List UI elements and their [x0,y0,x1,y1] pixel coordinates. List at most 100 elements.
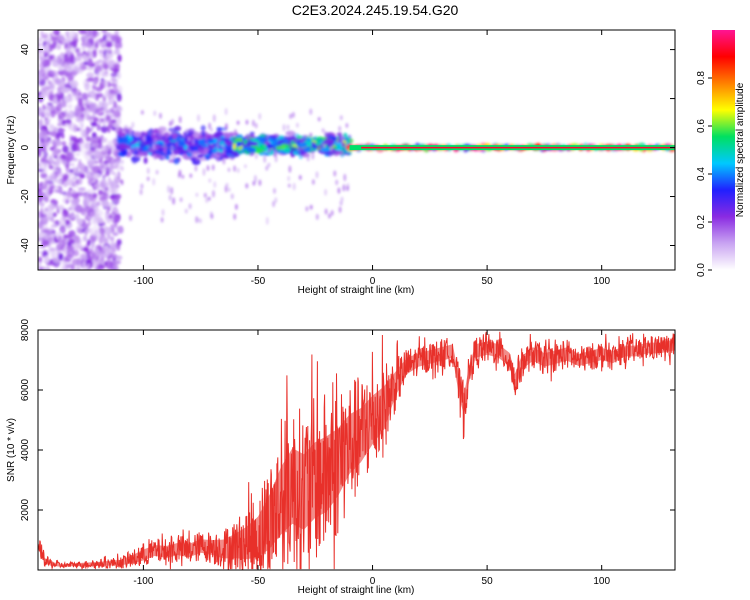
heatmap-cell [202,168,206,176]
heatmap-cell [41,110,45,117]
heatmap-cell [66,244,72,250]
heatmap-cell [295,122,299,128]
heatmap-cell [86,263,91,268]
heatmap-cell [89,38,94,45]
heatmap-cell [66,254,72,258]
heatmap-cell [208,144,215,150]
heatmap-cell [116,226,122,231]
heatmap-cell [291,111,295,118]
heatmap-cell [153,110,157,117]
heatmap-cell [41,240,50,247]
heatmap-cell [90,201,95,206]
heatmap-cell [170,144,174,152]
heatmap-cell [96,201,101,206]
heatmap-cell [74,152,81,156]
heatmap-cell [64,112,70,119]
heatmap-cell [85,108,91,118]
heatmap-cell [107,176,112,186]
x-tick-label: -50 [251,576,266,587]
heatmap-cell [92,204,100,213]
heatmap-cell [203,147,210,152]
heatmap-cell [333,170,337,177]
x-tick-label: 100 [593,276,610,287]
heatmap-cell [345,123,349,128]
heatmap-cell [89,211,98,218]
heatmap-cell [111,105,115,114]
heatmap-cell [84,82,91,91]
heatmap-cell [82,260,86,268]
heatmap-cell [195,157,199,162]
heatmap-cell [234,137,243,142]
heatmap-cell [40,115,44,123]
heatmap-cell [195,192,199,197]
heatmap-cell [252,180,256,186]
heatmap-cell [245,119,249,125]
heatmap-cell [39,162,48,171]
heatmap-cell [208,122,212,130]
y-tick-label: 0 [20,144,31,150]
heatmap-cell [58,66,64,71]
heatmap-cell [138,142,146,147]
heatmap-cell [103,104,108,112]
heatmap-cell [184,208,188,214]
heatmap-cell [233,165,237,172]
heatmap-cell [89,247,93,254]
heatmap-cell [103,253,110,258]
heatmap-cell [43,37,52,44]
snr-series-line [38,331,675,570]
heatmap-cell [164,150,167,157]
heatmap-cell [88,77,94,81]
heatmap-cell [144,135,153,143]
heatmap-cell [300,137,304,144]
y-tick-label: -40 [20,238,31,253]
heatmap-cell [110,34,117,41]
heatmap-cell [67,103,73,110]
heatmap-cell [94,65,102,72]
heatmap-cell [114,194,121,200]
heatmap-cell [116,243,121,251]
heatmap-cell [95,93,104,98]
heatmap-cell [320,147,330,152]
heatmap-cell [65,87,72,92]
heatmap-cell [92,50,97,58]
heatmap-cell [152,178,156,186]
heatmap-cell [306,156,310,162]
heatmap-cell [103,191,109,201]
heatmap-cell [44,210,51,215]
heatmap-cell [59,153,66,160]
heatmap-cell [129,214,133,222]
heatmap-cell [287,183,291,188]
heatmap-cell [160,217,164,223]
heatmap-cell [236,120,240,125]
x-tick-label: 0 [370,576,376,587]
heatmap-cell [109,164,114,173]
heatmap-cell [38,220,43,228]
heatmap-cell [61,141,67,146]
heatmap-cell [96,209,104,217]
heatmap-cell [298,175,302,180]
heatmap-cell [79,140,86,149]
heatmap-cell [205,197,209,204]
heatmap-cell [104,144,110,153]
heatmap-cell [51,188,58,193]
spectrogram-x-axis-label: Height of straight line (km) [298,285,415,296]
heatmap-cell [77,162,85,170]
heatmap-cell [185,140,194,147]
heatmap-cell [59,225,66,234]
y-tick-label: 40 [20,44,31,56]
heatmap-cell [68,239,75,245]
heatmap-cell [50,130,58,137]
heatmap-cell [309,108,313,115]
heatmap-cell [208,178,212,183]
heatmap-cell [109,236,115,241]
heatmap-cell [87,159,95,167]
heatmap-cell [305,206,309,212]
heatmap-cell [81,148,87,158]
heatmap-cell [68,110,75,119]
heatmap-cell [54,160,60,169]
heatmap-cell [135,146,139,152]
heatmap-cell [105,155,112,164]
heatmap-cell [336,138,340,144]
y-tick-label: 2000 [20,498,31,521]
heatmap-cell [322,143,326,148]
